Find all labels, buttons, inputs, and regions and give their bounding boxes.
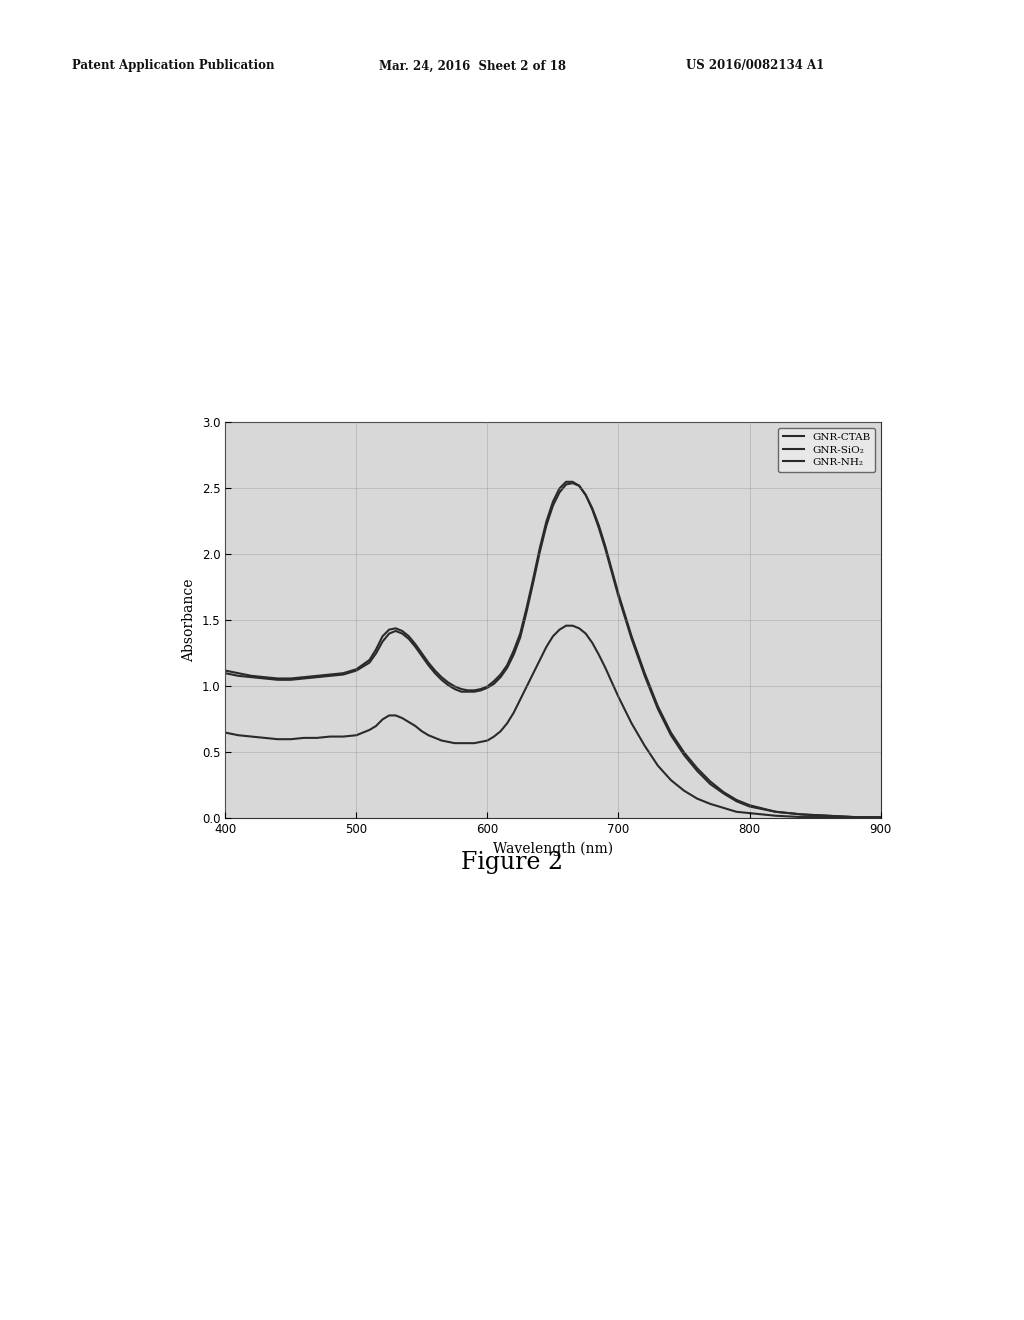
Text: US 2016/0082134 A1: US 2016/0082134 A1	[686, 59, 824, 73]
X-axis label: Wavelength (nm): Wavelength (nm)	[493, 842, 613, 857]
Legend: GNR-CTAB, GNR-SiO₂, GNR-NH₂: GNR-CTAB, GNR-SiO₂, GNR-NH₂	[777, 428, 876, 473]
Text: Mar. 24, 2016  Sheet 2 of 18: Mar. 24, 2016 Sheet 2 of 18	[379, 59, 566, 73]
Text: Patent Application Publication: Patent Application Publication	[72, 59, 274, 73]
Y-axis label: Absorbance: Absorbance	[182, 578, 197, 663]
Text: Figure 2: Figure 2	[461, 851, 563, 874]
